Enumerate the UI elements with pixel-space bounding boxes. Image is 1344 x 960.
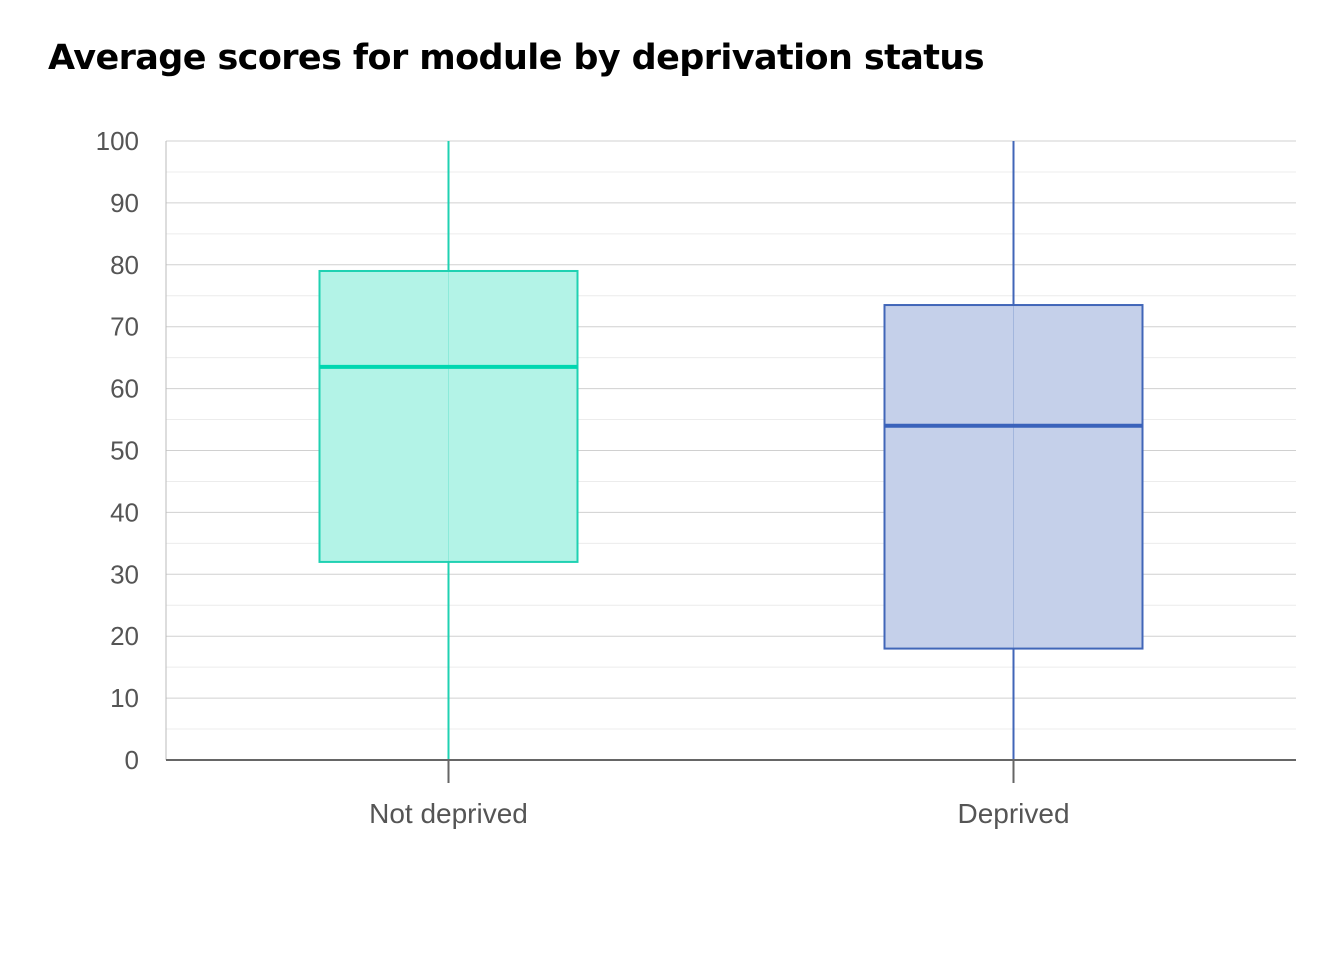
- y-tick-label: 60: [110, 374, 139, 404]
- y-tick-label: 100: [96, 126, 139, 156]
- boxes: [318, 141, 1144, 760]
- x-tick-label: Deprived: [957, 798, 1069, 829]
- y-tick-label: 80: [110, 250, 139, 280]
- box-iqr: [318, 269, 579, 563]
- y-tick-label: 30: [110, 559, 139, 589]
- y-tick-label: 0: [125, 745, 139, 775]
- y-tick-label: 20: [110, 621, 139, 651]
- axes: [165, 141, 1296, 783]
- x-tick-label: Not deprived: [369, 798, 528, 829]
- y-tick-label: 90: [110, 188, 139, 218]
- y-tick-label: 40: [110, 497, 139, 527]
- tick-labels: 0 10 20 30 40 50 60 70 80 90 100 Not deprived Depriv…: [96, 126, 1070, 829]
- y-tick-label: 70: [110, 312, 139, 342]
- box-iqr: [883, 304, 1144, 650]
- y-tick-label: 50: [110, 436, 139, 466]
- y-tick-label: 10: [110, 683, 139, 713]
- chart-title: Average scores for module by deprivation…: [48, 38, 985, 78]
